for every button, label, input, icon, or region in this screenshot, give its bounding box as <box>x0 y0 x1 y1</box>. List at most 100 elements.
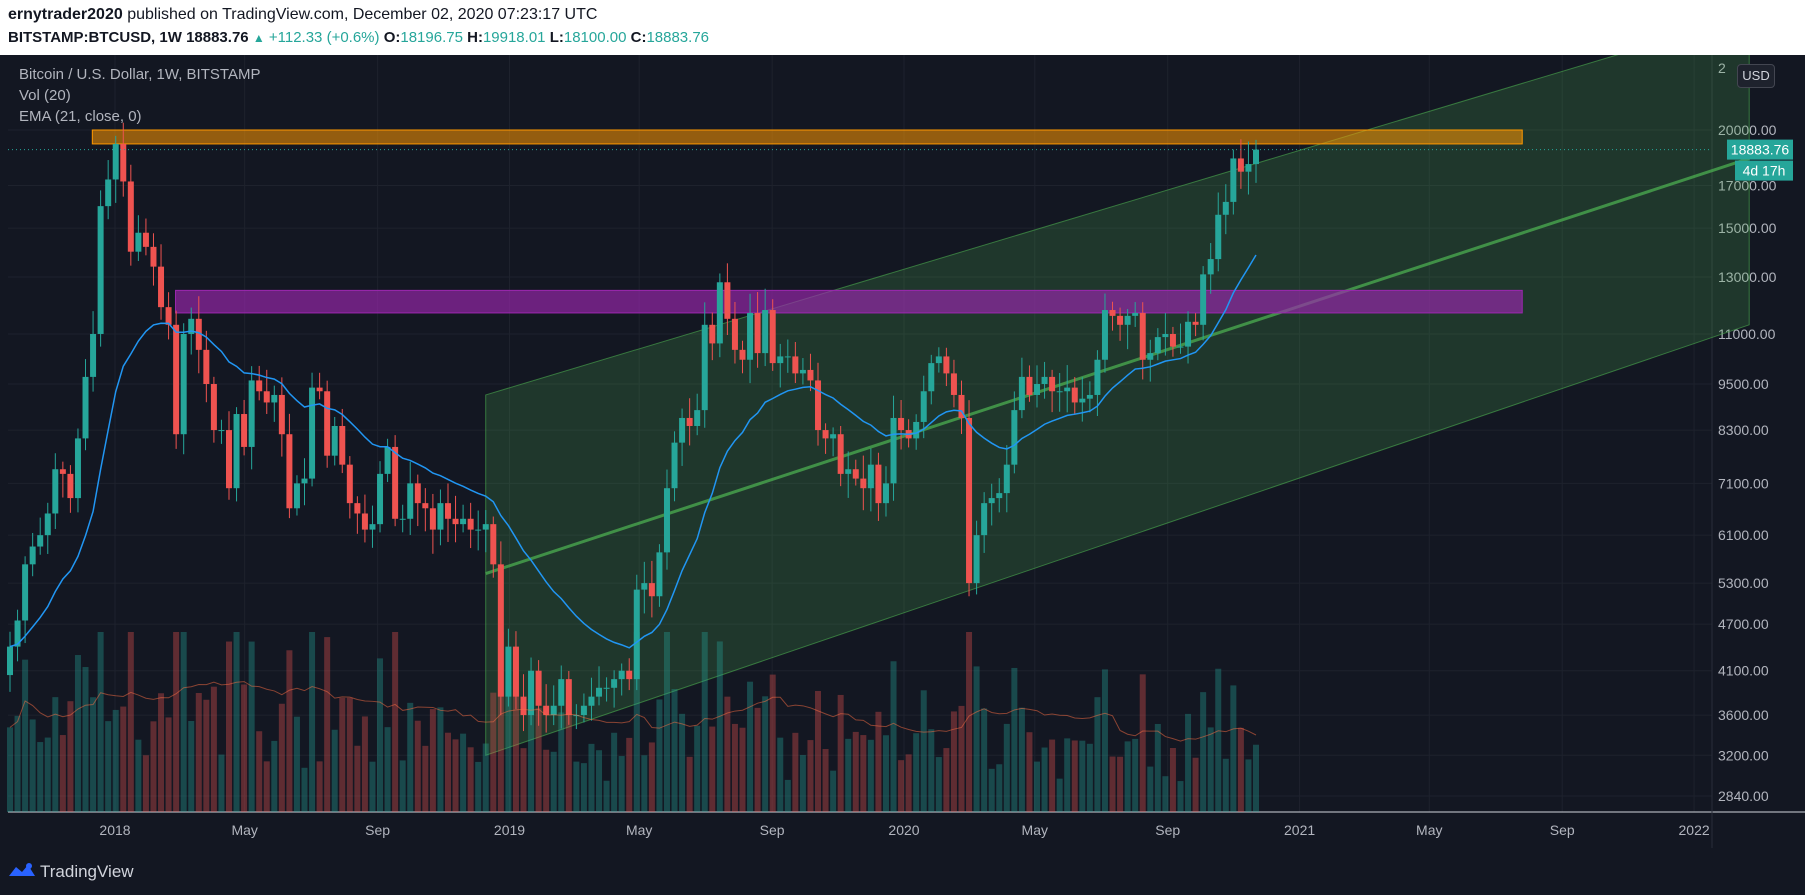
candle-body <box>830 434 837 439</box>
brand-name[interactable]: TradingView <box>40 862 134 881</box>
published-text: published on TradingView.com, December 0… <box>127 6 598 23</box>
legend-volume[interactable]: Vol (20) <box>19 87 71 104</box>
volume-bar <box>248 641 255 812</box>
volume-bar <box>596 750 603 812</box>
volume-bar <box>150 721 157 812</box>
tradingview-logo-icon[interactable] <box>8 862 36 880</box>
volume-bar <box>822 749 829 812</box>
volume-bar <box>52 697 59 812</box>
candle-body <box>429 508 436 530</box>
candle-body <box>142 232 149 247</box>
price-change: +112.33 (+0.6%) <box>268 29 380 46</box>
candle-body <box>988 498 995 504</box>
volume-bar <box>618 756 625 812</box>
volume-bar <box>74 655 81 812</box>
y-tick-label: 7100.00 <box>1718 475 1769 491</box>
volume-bar <box>203 699 210 812</box>
x-tick-label: May <box>231 822 257 838</box>
candle-body <box>618 670 625 680</box>
candle-body <box>112 143 119 180</box>
countdown-tag-bg <box>1735 160 1793 181</box>
candle-body <box>407 483 414 519</box>
candle-body <box>437 503 444 530</box>
volume-bar <box>241 684 248 812</box>
volume-bar <box>837 694 844 812</box>
y-tick-label: 9500.00 <box>1718 376 1769 392</box>
candle-body <box>241 414 248 447</box>
candle-body <box>203 349 210 385</box>
volume-bar <box>799 755 806 812</box>
volume-bar <box>135 739 142 812</box>
volume-bar <box>225 641 232 812</box>
candle-body <box>973 535 980 584</box>
volume-bar <box>641 755 648 812</box>
volume-bar <box>807 740 814 812</box>
candle-body <box>165 307 172 325</box>
candle-body <box>701 324 708 411</box>
volume-bar <box>210 686 217 812</box>
candle-body <box>807 369 814 381</box>
volume-bar <box>429 709 436 812</box>
volume-bar <box>739 727 746 812</box>
candle-body <box>414 483 421 504</box>
volume-bar <box>611 732 618 812</box>
volume-bar <box>882 735 889 812</box>
author-name[interactable]: ernytrader2020 <box>8 6 123 23</box>
candle-body <box>444 503 451 519</box>
y-tick-label: 11000.00 <box>1718 326 1776 342</box>
chart-area[interactable]: 2840.00 3200.00 3600.00 4100.00 4700.00 5300.… <box>0 55 1805 848</box>
candle-body <box>1117 315 1124 325</box>
volume-bar <box>701 632 708 812</box>
candle-body <box>22 564 29 621</box>
volume-bar <box>648 742 655 812</box>
candle-body <box>1049 376 1056 392</box>
candle-body <box>966 417 973 584</box>
candle-body <box>784 356 791 358</box>
volume-bar <box>218 754 225 812</box>
candle-body <box>1222 201 1229 215</box>
legend-ema[interactable]: EMA (21, close, 0) <box>19 108 142 125</box>
candle-body <box>1177 346 1184 348</box>
candle-body <box>875 464 882 504</box>
close-label: C: <box>630 29 647 46</box>
candle-body <box>195 318 202 350</box>
legend-title[interactable]: Bitcoin / U.S. Dollar, 1W, BITSTAMP <box>19 66 261 83</box>
volume-bar <box>1215 668 1222 812</box>
volume-bar <box>512 693 519 812</box>
volume-bar <box>1026 732 1033 812</box>
low-label: L: <box>549 29 564 46</box>
candle-body <box>1147 353 1154 360</box>
currency-button[interactable]: USD <box>1737 64 1775 88</box>
candle-body <box>361 513 368 530</box>
volume-bar <box>603 780 610 812</box>
volume-bar <box>180 632 187 812</box>
y-tick-label: 8300.00 <box>1718 422 1769 438</box>
candle-body <box>505 646 512 697</box>
volume-bar <box>44 737 51 812</box>
candle-body <box>935 356 942 364</box>
candle-body <box>135 232 142 252</box>
volume-bar <box>867 739 874 812</box>
volume-bar <box>82 667 89 812</box>
volume-bar <box>558 712 565 812</box>
last-price: 18883.76 <box>186 29 249 46</box>
volume-bar <box>105 721 112 812</box>
candle-body <box>286 434 293 509</box>
volume-bar <box>361 716 368 812</box>
candle-body <box>309 387 316 479</box>
candle-body <box>225 430 232 489</box>
price-chart[interactable]: 2840.00 3200.00 3600.00 4100.00 4700.00 5300.… <box>0 55 1805 848</box>
volume-bar <box>59 735 66 812</box>
candle-body <box>1003 464 1010 494</box>
y-tick-label: 3200.00 <box>1718 747 1769 763</box>
candle-body <box>1124 315 1131 325</box>
candle-body <box>754 312 761 354</box>
candle-body <box>671 442 678 489</box>
volume-bar <box>392 632 399 812</box>
volume-bar <box>709 726 716 812</box>
volume-bar <box>384 727 391 812</box>
volume-bar <box>724 696 731 812</box>
volume-bar <box>573 761 580 812</box>
candle-body <box>377 473 384 525</box>
candle-body <box>346 464 353 504</box>
